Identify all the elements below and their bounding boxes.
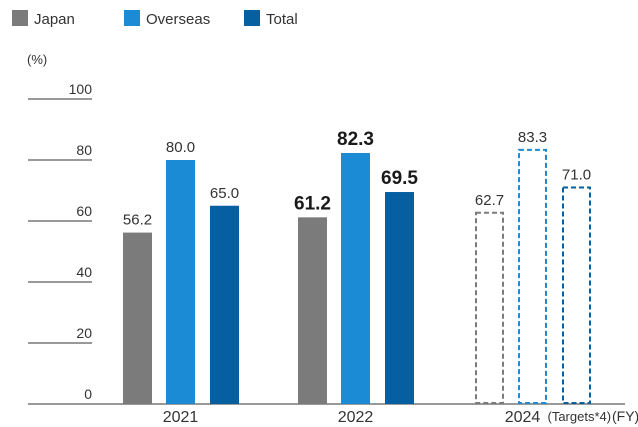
data-label-japan-2021: 56.2 bbox=[123, 212, 152, 229]
legend-label-japan: Japan bbox=[34, 11, 75, 28]
x-axis-unit: (FY) bbox=[612, 408, 638, 424]
y-tick-label: 80 bbox=[76, 142, 92, 158]
bar-total-2021 bbox=[210, 205, 239, 404]
bar-overseas-2021 bbox=[166, 160, 195, 404]
bar-total-2022 bbox=[385, 192, 414, 404]
bar-overseas-2022 bbox=[341, 152, 370, 404]
data-label-overseas-2024: 83.3 bbox=[518, 129, 547, 146]
data-label-overseas-2022: 82.3 bbox=[337, 129, 374, 150]
data-label-total-2021: 65.0 bbox=[210, 185, 239, 202]
x-tick-label: 2024 bbox=[505, 409, 541, 426]
data-label-total-2024: 71.0 bbox=[562, 166, 591, 183]
x-tick-label: 2021 bbox=[163, 409, 199, 426]
legend-label-total: Total bbox=[266, 11, 298, 28]
y-axis-unit: (%) bbox=[27, 52, 47, 67]
legend-swatch-overseas bbox=[124, 10, 140, 26]
legend: Japan Overseas Total bbox=[12, 10, 298, 28]
y-axis: 0 20 40 60 80 100 bbox=[28, 81, 92, 402]
data-label-total-2022: 69.5 bbox=[381, 168, 418, 189]
data-label-japan-2022: 61.2 bbox=[294, 193, 331, 214]
y-tick-label: 20 bbox=[76, 325, 92, 341]
data-label-japan-2024: 62.7 bbox=[475, 192, 504, 209]
bars: 56.2 80.0 65.0 61.2 82.3 69.5 62.7 83.3 71.0 bbox=[123, 129, 591, 404]
x-tick-note: (Targets*4) bbox=[548, 409, 612, 424]
x-tick-label: 2022 bbox=[338, 409, 374, 426]
bar-japan-2022 bbox=[298, 217, 327, 404]
y-tick-label: 100 bbox=[69, 81, 93, 97]
legend-label-overseas: Overseas bbox=[146, 11, 210, 28]
bar-overseas-2024-target bbox=[518, 148, 547, 404]
y-tick-label: 40 bbox=[76, 264, 92, 280]
x-axis: 2021 2022 2024 (Targets*4) bbox=[163, 409, 611, 426]
legend-swatch-total bbox=[244, 10, 260, 26]
bar-total-2024-target bbox=[562, 186, 591, 404]
bar-japan-2021 bbox=[123, 232, 152, 404]
bar-japan-2024-target bbox=[475, 211, 504, 404]
y-tick-label: 60 bbox=[76, 203, 92, 219]
y-tick-label: 0 bbox=[84, 386, 92, 402]
legend-swatch-japan bbox=[12, 10, 28, 26]
data-label-overseas-2021: 80.0 bbox=[166, 139, 195, 156]
